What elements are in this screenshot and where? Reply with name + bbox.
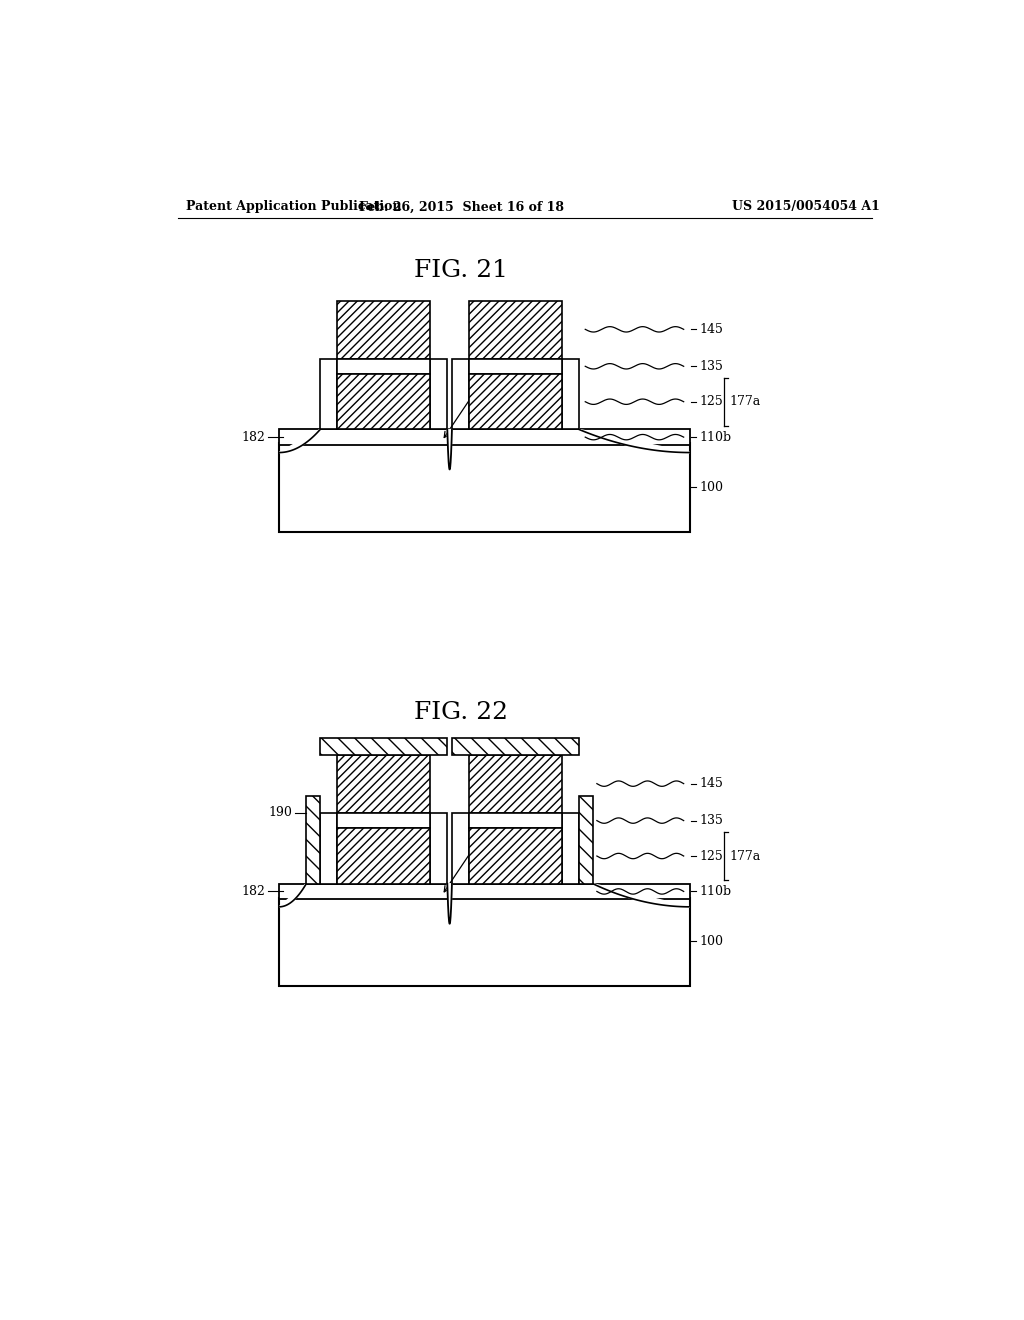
Bar bbox=[452, 813, 469, 884]
Bar bbox=[337, 813, 430, 829]
Text: 184: 184 bbox=[472, 370, 497, 381]
Text: 110b: 110b bbox=[699, 430, 731, 444]
Bar bbox=[430, 359, 447, 429]
Bar bbox=[280, 444, 690, 532]
Bar bbox=[430, 813, 447, 884]
Bar bbox=[469, 359, 562, 374]
Bar bbox=[321, 813, 337, 884]
Text: 184: 184 bbox=[472, 824, 497, 837]
Text: FIG. 22: FIG. 22 bbox=[415, 701, 508, 725]
Text: 135: 135 bbox=[699, 814, 723, 828]
Text: 182: 182 bbox=[242, 884, 265, 898]
Bar bbox=[469, 301, 562, 359]
Text: Feb. 26, 2015  Sheet 16 of 18: Feb. 26, 2015 Sheet 16 of 18 bbox=[358, 201, 564, 214]
Polygon shape bbox=[579, 429, 690, 453]
Text: 125: 125 bbox=[699, 850, 723, 862]
Text: 100: 100 bbox=[699, 480, 723, 494]
Text: 135: 135 bbox=[699, 360, 723, 372]
Bar bbox=[579, 796, 593, 884]
Bar bbox=[306, 796, 321, 884]
Bar bbox=[337, 829, 430, 884]
Bar bbox=[452, 359, 469, 429]
Bar bbox=[337, 301, 430, 359]
Text: 110b: 110b bbox=[699, 884, 731, 898]
Bar bbox=[469, 755, 562, 813]
Bar bbox=[321, 738, 447, 755]
Polygon shape bbox=[280, 429, 321, 453]
Bar bbox=[562, 813, 579, 884]
Bar bbox=[469, 829, 562, 884]
Text: 145: 145 bbox=[699, 777, 723, 791]
Polygon shape bbox=[280, 884, 306, 907]
Text: 190: 190 bbox=[268, 807, 292, 820]
Polygon shape bbox=[447, 429, 452, 470]
Bar bbox=[337, 359, 430, 374]
Bar bbox=[337, 374, 430, 429]
Text: Patent Application Publication: Patent Application Publication bbox=[186, 201, 401, 214]
Text: 177a: 177a bbox=[729, 395, 761, 408]
Bar bbox=[280, 429, 690, 445]
Bar bbox=[469, 374, 562, 429]
Text: US 2015/0054054 A1: US 2015/0054054 A1 bbox=[732, 201, 881, 214]
Bar bbox=[280, 884, 690, 899]
Text: 125: 125 bbox=[699, 395, 723, 408]
Bar bbox=[562, 359, 579, 429]
Text: 177a: 177a bbox=[729, 850, 761, 862]
Text: FIG. 21: FIG. 21 bbox=[415, 259, 508, 281]
Bar bbox=[280, 898, 690, 986]
Bar bbox=[337, 755, 430, 813]
Text: 100: 100 bbox=[699, 935, 723, 948]
Text: 182: 182 bbox=[242, 430, 265, 444]
Polygon shape bbox=[593, 884, 690, 907]
Text: 145: 145 bbox=[699, 323, 723, 335]
Bar bbox=[452, 738, 579, 755]
Bar bbox=[469, 813, 562, 829]
Bar bbox=[321, 359, 337, 429]
Polygon shape bbox=[447, 884, 452, 924]
